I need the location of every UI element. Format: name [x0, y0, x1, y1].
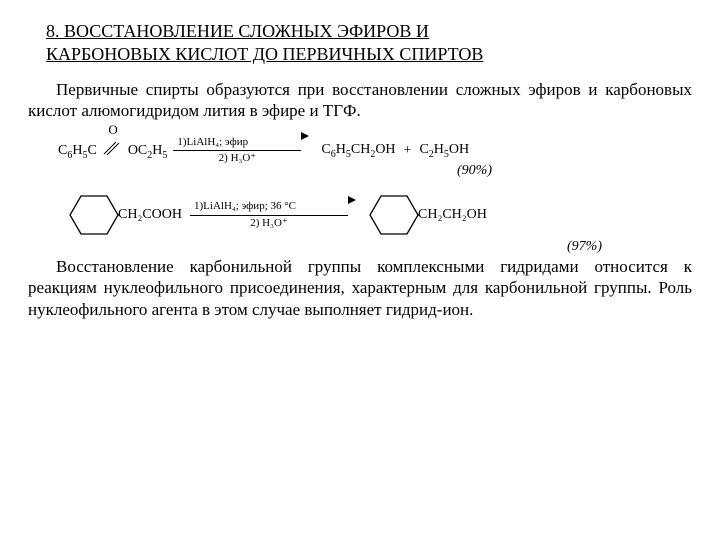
hexagon-icon	[68, 192, 120, 238]
hexagon-icon	[368, 192, 420, 238]
txt: C	[419, 142, 428, 157]
cyclohexane-product: CH₂CH₂OH	[368, 192, 487, 238]
txt: OH	[375, 142, 395, 157]
tail-formula: CH₂COOH	[118, 206, 182, 224]
oxygen: O	[108, 122, 117, 138]
txt: H	[72, 143, 82, 158]
reaction-block: C6H5C O OC2H5 1)LiAlH₄; эфир 2) H₃O⁺ C6H…	[28, 136, 692, 239]
closing-paragraph: Восстановление карбонильной группы компл…	[28, 256, 692, 320]
carbonyl-icon: O	[102, 140, 122, 160]
plus-sign: +	[404, 142, 412, 160]
yield-2: (97%)	[567, 238, 602, 256]
conditions-bottom: 2) H₃O⁺	[246, 216, 291, 231]
yield-1: (90%)	[457, 162, 492, 180]
conditions-bottom: 2) H₃O⁺	[215, 151, 260, 166]
txt: H	[434, 142, 444, 157]
cyclohexane-reactant: CH₂COOH	[68, 192, 182, 238]
reaction-arrow-1: 1)LiAlH₄; эфир 2) H₃O⁺	[173, 136, 301, 167]
txt: OH	[449, 142, 469, 157]
txt: H	[336, 142, 346, 157]
title-line-1: 8. ВОССТАНОВЛЕНИЕ СЛОЖНЫХ ЭФИРОВ И	[46, 21, 429, 41]
reaction-arrow-2: 1)LiAlH₄; эфир; 36 °C 2) H₃O⁺	[190, 200, 348, 231]
reaction-1: C6H5C O OC2H5 1)LiAlH₄; эфир 2) H₃O⁺ C6H…	[28, 136, 692, 167]
product-tail: CH₂CH₂OH	[418, 206, 487, 224]
conditions-top: 1)LiAlH₄; эфир; 36 °C	[190, 200, 348, 216]
product-1a: C6H5CH2OH	[321, 141, 395, 161]
title-line-2: КАРБОНОВЫХ КИСЛОТ ДО ПЕРВИЧНЫХ СПИРТОВ	[46, 44, 483, 64]
intro-paragraph: Первичные спирты образуются при восстано…	[28, 79, 692, 122]
reaction-2: CH₂COOH 1)LiAlH₄; эфир; 36 °C 2) H₃O⁺ CH…	[28, 192, 692, 238]
txt: C	[87, 143, 96, 158]
product-1b: C2H5OH	[419, 141, 469, 161]
txt: OC	[128, 143, 147, 158]
conditions-top: 1)LiAlH₄; эфир	[173, 136, 301, 152]
txt: H	[152, 143, 162, 158]
txt: C	[321, 142, 330, 157]
reactant-1: C6H5C O OC2H5	[58, 140, 167, 162]
section-title: 8. ВОССТАНОВЛЕНИЕ СЛОЖНЫХ ЭФИРОВ И КАРБО…	[28, 20, 692, 65]
txt: C	[58, 143, 67, 158]
txt: CH	[351, 142, 370, 157]
